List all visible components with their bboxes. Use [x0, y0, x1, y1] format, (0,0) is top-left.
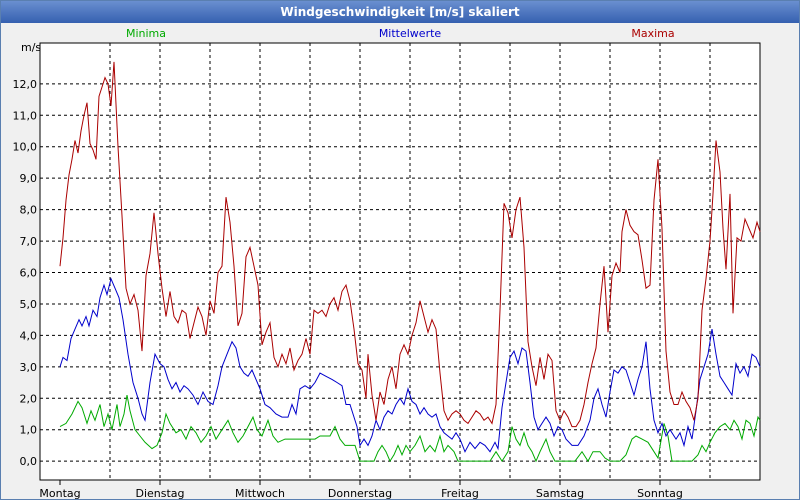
plot-area [39, 42, 761, 481]
y-tick-label: 11,0 [13, 109, 38, 122]
series-lines [59, 61, 761, 463]
window-title: Windgeschwindigkeit [m/s] skaliert [1, 1, 799, 23]
y-tick-label: 8,0 [20, 204, 38, 217]
legend-maxima: Maxima [631, 27, 674, 40]
y-tick-label: 12,0 [13, 78, 38, 91]
x-tick-day: Donnerstag [328, 487, 392, 499]
y-tick-label: 9,0 [20, 172, 38, 185]
y-tick-label: 4,0 [20, 329, 38, 342]
y-tick-label: 2,0 [20, 392, 38, 405]
y-tick-label: 3,0 [20, 361, 38, 374]
grid-lines [40, 43, 760, 480]
x-tick-day: Dienstag [135, 487, 184, 499]
y-tick-label: 7,0 [20, 235, 38, 248]
series-min-line [59, 395, 761, 463]
y-axis: m/s 0,0 1,0 2,0 3,0 4,0 5,0 6,0 7,0 8,0 9,0 10,0 11… [13, 41, 42, 468]
series-mean-line [59, 277, 761, 453]
y-tick-label: 1,0 [20, 424, 38, 437]
y-tick-label: 0,0 [20, 455, 38, 468]
x-tick-day: Freitag [441, 487, 479, 499]
x-axis: Montag12.03.12Dienstag13.03.12Mittwoch14… [39, 480, 683, 499]
chart-canvas: m/s 0,0 1,0 2,0 3,0 4,0 5,0 6,0 7,0 8,0 9,0 10,0 11… [13, 27, 761, 499]
x-tick-day: Sonntag [637, 487, 683, 499]
x-tick-day: Samstag [536, 487, 584, 499]
legend-mittelwerte: Mittelwerte [379, 27, 442, 40]
y-axis-unit: m/s [21, 41, 41, 54]
y-tick-label: 10,0 [13, 141, 38, 154]
y-tick-label: 6,0 [20, 267, 38, 280]
y-tick-label: 5,0 [20, 298, 38, 311]
series-max-line [59, 61, 761, 428]
legend: Minima Mittelwerte Maxima [126, 27, 675, 40]
legend-minima: Minima [126, 27, 166, 40]
x-tick-day: Mittwoch [235, 487, 285, 499]
x-tick-day: Montag [39, 487, 80, 499]
